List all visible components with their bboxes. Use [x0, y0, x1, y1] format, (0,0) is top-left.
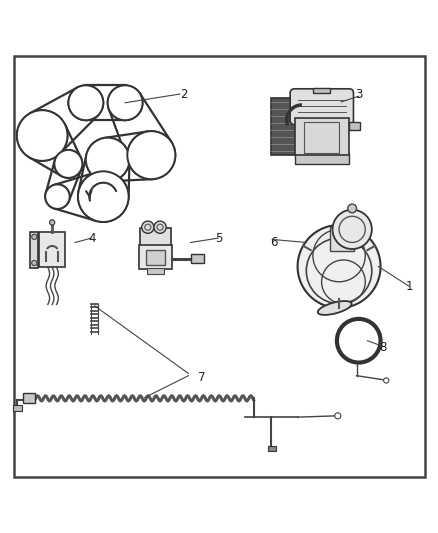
FancyBboxPatch shape: [39, 232, 65, 268]
Text: 4: 4: [88, 232, 96, 245]
Circle shape: [49, 220, 55, 225]
Bar: [191, 254, 204, 263]
Bar: [330, 227, 354, 251]
Text: 1: 1: [405, 280, 413, 293]
Bar: [272, 99, 298, 155]
Bar: [294, 153, 349, 164]
Circle shape: [348, 204, 357, 213]
Circle shape: [32, 234, 37, 239]
Circle shape: [335, 413, 341, 419]
FancyBboxPatch shape: [139, 245, 172, 269]
Circle shape: [86, 138, 130, 181]
Bar: [349, 123, 360, 130]
FancyBboxPatch shape: [141, 228, 171, 246]
Text: 5: 5: [215, 232, 223, 245]
Text: 6: 6: [270, 236, 277, 249]
Circle shape: [17, 110, 67, 161]
Circle shape: [54, 150, 82, 178]
Circle shape: [68, 85, 103, 120]
Bar: [294, 118, 349, 155]
Circle shape: [78, 171, 129, 222]
Circle shape: [45, 184, 70, 209]
Circle shape: [384, 378, 389, 383]
Circle shape: [78, 171, 129, 222]
Circle shape: [45, 184, 70, 209]
Text: 8: 8: [379, 341, 386, 354]
FancyBboxPatch shape: [268, 446, 276, 451]
Circle shape: [68, 85, 103, 120]
Circle shape: [154, 221, 166, 233]
Text: 7: 7: [198, 372, 205, 384]
Circle shape: [297, 225, 381, 308]
FancyBboxPatch shape: [147, 268, 164, 274]
FancyBboxPatch shape: [13, 405, 21, 410]
Circle shape: [17, 110, 67, 161]
Circle shape: [127, 131, 175, 179]
Circle shape: [32, 261, 37, 265]
Bar: [304, 123, 339, 153]
Text: 3: 3: [355, 87, 362, 101]
Circle shape: [332, 210, 372, 249]
FancyBboxPatch shape: [146, 250, 165, 265]
Text: 2: 2: [180, 87, 188, 101]
Circle shape: [337, 319, 381, 362]
FancyBboxPatch shape: [22, 393, 35, 403]
Bar: [313, 88, 330, 93]
Circle shape: [86, 138, 130, 181]
FancyBboxPatch shape: [30, 231, 38, 268]
Circle shape: [108, 85, 143, 120]
Circle shape: [127, 131, 175, 179]
FancyBboxPatch shape: [290, 89, 353, 125]
Ellipse shape: [318, 301, 352, 315]
Circle shape: [108, 85, 143, 120]
Circle shape: [54, 150, 82, 178]
Circle shape: [142, 221, 154, 233]
